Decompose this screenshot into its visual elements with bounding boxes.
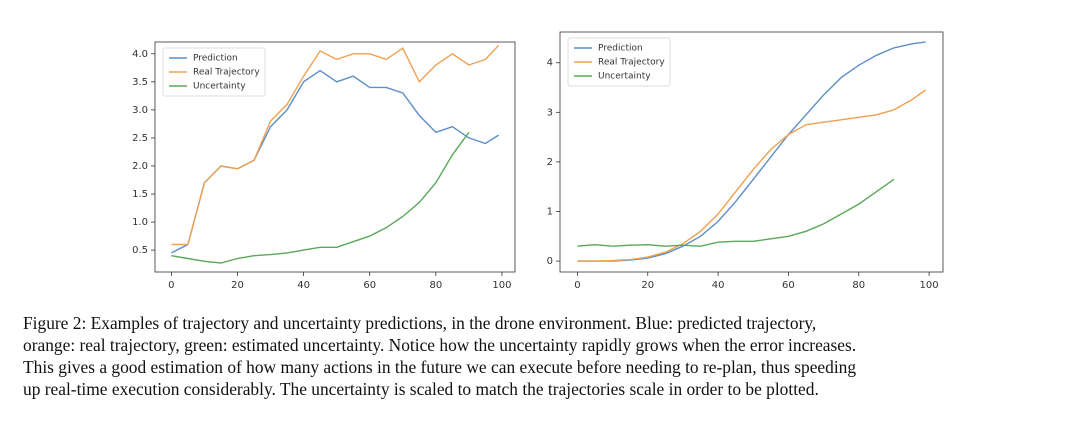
x-tick-label: 0 bbox=[168, 280, 174, 291]
y-tick-label: 1 bbox=[547, 207, 553, 218]
legend-label: Uncertainty bbox=[598, 72, 651, 82]
series-line bbox=[577, 178, 895, 247]
y-tick-label: 3 bbox=[547, 107, 553, 118]
x-tick-label: 20 bbox=[231, 280, 244, 291]
caption-line: orange: real trajectory, green: estimate… bbox=[23, 335, 857, 355]
y-tick-label: 1.5 bbox=[132, 189, 148, 200]
plot-frame bbox=[154, 41, 516, 273]
y-tick-label: 1.0 bbox=[132, 217, 148, 228]
series-line bbox=[171, 44, 500, 246]
x-tick-label: 0 bbox=[574, 280, 580, 291]
y-tick-label: 4 bbox=[547, 58, 553, 69]
legend-box bbox=[162, 47, 266, 97]
legend-label: Real Trajectory bbox=[193, 68, 260, 78]
y-tick-label: 0 bbox=[547, 256, 553, 267]
legend-label: Prediction bbox=[598, 44, 643, 54]
legend-label: Uncertainty bbox=[193, 82, 246, 92]
x-tick-label: 100 bbox=[920, 280, 939, 291]
y-tick-label: 0.5 bbox=[132, 245, 148, 256]
series-line bbox=[171, 131, 470, 264]
caption-line: up real-time execution considerably. The… bbox=[23, 379, 819, 399]
y-tick-label: 2.5 bbox=[132, 133, 148, 144]
x-tick-label: 40 bbox=[712, 280, 725, 291]
y-tick-label: 3.5 bbox=[132, 77, 148, 88]
caption-line: Figure 2: Examples of trajectory and unc… bbox=[23, 313, 817, 333]
series-line bbox=[577, 89, 927, 262]
series-line bbox=[171, 69, 499, 254]
caption-line: This gives a good estimation of how many… bbox=[23, 357, 857, 377]
x-tick-label: 20 bbox=[641, 280, 654, 291]
legend-label: Prediction bbox=[193, 54, 238, 64]
y-tick-label: 2 bbox=[547, 157, 553, 168]
y-tick-label: 2.0 bbox=[132, 161, 148, 172]
y-tick-label: 3.0 bbox=[132, 105, 148, 116]
plot-frame bbox=[559, 31, 944, 273]
x-tick-label: 80 bbox=[429, 280, 442, 291]
y-tick-label: 4.0 bbox=[132, 49, 148, 60]
x-tick-label: 60 bbox=[782, 280, 795, 291]
x-tick-label: 100 bbox=[492, 280, 511, 291]
caption: Figure 2: Examples of trajectory and unc… bbox=[23, 312, 1063, 400]
x-tick-label: 60 bbox=[363, 280, 376, 291]
legend-label: Real Trajectory bbox=[598, 58, 665, 68]
x-tick-label: 40 bbox=[297, 280, 310, 291]
legend-box bbox=[567, 37, 671, 87]
x-tick-label: 80 bbox=[852, 280, 865, 291]
